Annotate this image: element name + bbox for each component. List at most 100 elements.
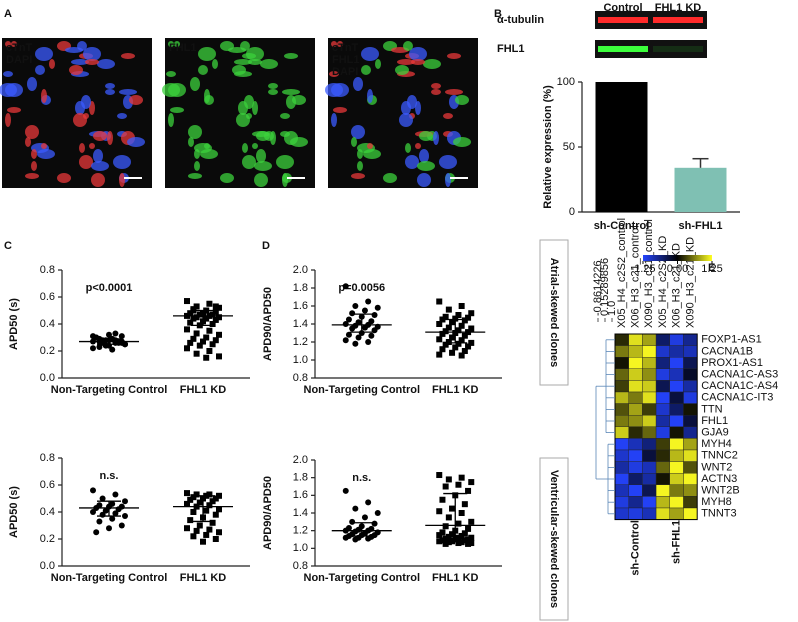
data-point [203,334,210,341]
heat-cell [655,333,670,346]
side-label: Ventricular-skewed clones [548,470,560,608]
data-point [109,346,116,353]
cell [97,59,115,69]
data-point [371,520,378,527]
y-tick-label: 50 [563,141,575,153]
row-label: TNNT3 [701,508,736,520]
data-point [112,510,119,517]
cell [188,137,194,147]
cell [282,89,300,95]
data-point [184,525,190,532]
cell [403,41,413,51]
data-point [365,298,372,305]
cell [232,65,246,75]
data-point [439,316,446,323]
heat-cell [655,473,670,486]
cell [351,125,365,139]
data-point [445,514,452,521]
data-point [442,341,449,348]
cell [166,71,176,77]
data-point [112,330,119,337]
data-point [203,507,210,514]
cell [49,59,55,69]
data-point [106,525,112,532]
heat-cell [669,461,684,474]
heat-cell [683,507,698,520]
data-point [184,326,190,333]
heat-cell [655,391,670,404]
heat-cell [669,496,684,509]
cell [41,89,47,103]
data-point [468,325,475,332]
cell [5,113,11,127]
data-point [342,337,349,344]
data-point [122,498,128,505]
dendrogram-tick-label: 0.15289856 [599,258,611,316]
y-tick-label: 1.2 [293,525,308,537]
cell [415,143,421,149]
cell [220,173,234,183]
cell [170,107,184,113]
data-point [90,345,96,352]
heat-cell [655,403,670,416]
row-label: FOXP1-AS1 [701,334,762,346]
heat-cell [683,438,698,451]
data-point [187,517,194,524]
data-point [455,520,462,527]
heat-cell [642,496,657,509]
cell [367,143,373,149]
heat-cell [628,507,643,520]
cell [168,83,186,97]
data-point [371,312,378,318]
data-point [216,529,222,536]
y-tick-label: 0.0 [40,372,55,384]
data-point [190,494,197,501]
data-point [449,319,456,326]
heat-cell [683,380,698,393]
y-tick-label: 0.2 [40,345,55,357]
data-point [106,331,112,338]
row-label: CACNA1C-IT3 [701,392,773,404]
data-point [193,491,200,498]
cell [71,59,89,65]
y-tick-label: 0.4 [40,506,55,518]
heat-cell [614,345,629,358]
heat-cell [642,345,657,358]
heat-cell [683,345,698,358]
cell [445,89,463,95]
y-axis-label: APD90/APD50 [262,287,274,361]
color-tick-label: -1.25 [630,263,655,275]
dendrogram-tick-label: -0.8614226 [592,260,604,316]
heat-cell [655,415,670,428]
blot-row: FHL1 [497,43,525,55]
cell [89,143,95,149]
data-point [187,319,194,326]
data-point [449,505,456,512]
data-point [193,350,200,357]
data-point [206,300,213,307]
cell [431,89,441,95]
cell [270,131,276,145]
cell [423,59,441,69]
heat-cell [655,507,670,520]
cell [445,173,451,187]
column-label: X06_H3_c21_KD [671,243,683,328]
data-point [439,346,446,353]
side-box [539,239,569,386]
cell [455,95,469,105]
heat-cell [628,496,643,509]
data-point [465,487,472,494]
data-point [190,315,197,322]
data-point [102,507,109,514]
data-point [365,339,372,345]
data-point [193,303,200,310]
data-point [452,536,459,543]
heat-cell [655,426,670,439]
heat-cell [683,426,698,439]
blot-frame [595,11,707,29]
data-point [102,342,109,349]
data-point [206,327,213,334]
cell [367,89,373,103]
data-point [442,483,449,490]
heat-cell [669,380,684,393]
